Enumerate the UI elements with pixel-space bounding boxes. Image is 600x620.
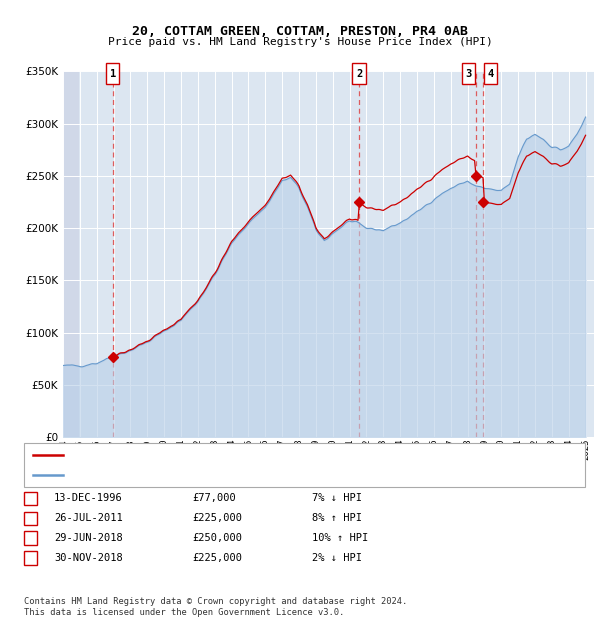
Text: 3: 3 [465, 69, 472, 79]
FancyBboxPatch shape [461, 63, 475, 84]
Text: 20, COTTAM GREEN, COTTAM, PRESTON, PR4 0AB: 20, COTTAM GREEN, COTTAM, PRESTON, PR4 0… [132, 25, 468, 38]
Text: 1: 1 [110, 69, 116, 79]
Text: £250,000: £250,000 [192, 533, 242, 543]
Text: Price paid vs. HM Land Registry's House Price Index (HPI): Price paid vs. HM Land Registry's House … [107, 37, 493, 47]
Text: 7% ↓ HPI: 7% ↓ HPI [312, 494, 362, 503]
Text: 29-JUN-2018: 29-JUN-2018 [54, 533, 123, 543]
Text: Contains HM Land Registry data © Crown copyright and database right 2024.
This d: Contains HM Land Registry data © Crown c… [24, 598, 407, 617]
Text: 1: 1 [28, 494, 34, 503]
Text: £77,000: £77,000 [192, 494, 236, 503]
Text: 3: 3 [28, 533, 34, 543]
Text: £225,000: £225,000 [192, 553, 242, 563]
Bar [63, 71, 79, 437]
Text: HPI: Average price, detached house, Preston: HPI: Average price, detached house, Pres… [69, 469, 332, 479]
FancyBboxPatch shape [352, 63, 366, 84]
FancyBboxPatch shape [484, 63, 497, 84]
Text: 2: 2 [356, 69, 362, 79]
Text: 13-DEC-1996: 13-DEC-1996 [54, 494, 123, 503]
Text: £225,000: £225,000 [192, 513, 242, 523]
Text: 4: 4 [488, 69, 494, 79]
Text: 2% ↓ HPI: 2% ↓ HPI [312, 553, 362, 563]
Text: 20, COTTAM GREEN, COTTAM, PRESTON, PR4 0AB (detached house): 20, COTTAM GREEN, COTTAM, PRESTON, PR4 0… [69, 451, 430, 461]
FancyBboxPatch shape [106, 63, 119, 84]
Text: 2: 2 [28, 513, 34, 523]
Text: 8% ↑ HPI: 8% ↑ HPI [312, 513, 362, 523]
Text: 26-JUL-2011: 26-JUL-2011 [54, 513, 123, 523]
Text: 4: 4 [28, 553, 34, 563]
Text: 30-NOV-2018: 30-NOV-2018 [54, 553, 123, 563]
Text: 10% ↑ HPI: 10% ↑ HPI [312, 533, 368, 543]
